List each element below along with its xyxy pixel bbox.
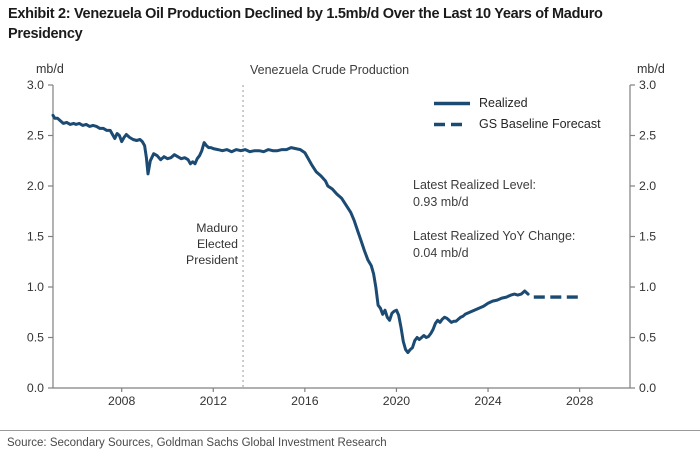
y-tick-label-left: 0.0 <box>27 381 44 395</box>
y-axis-unit-left: mb/d <box>36 62 64 76</box>
y-tick-label-right: 0.5 <box>639 331 656 345</box>
annotation-latest-level-label: Latest Realized Level: <box>413 178 536 192</box>
y-tick-label-right: 2.5 <box>639 129 656 143</box>
event-annotation-line1: Maduro <box>196 221 238 235</box>
footer-divider <box>0 430 700 431</box>
y-tick-label-left: 2.0 <box>27 179 44 193</box>
x-tick-label: 2020 <box>383 394 411 408</box>
legend-label-forecast: GS Baseline Forecast <box>479 117 601 131</box>
y-axis-unit-right: mb/d <box>637 62 665 76</box>
x-tick-label: 2024 <box>474 394 502 408</box>
exhibit-title: Exhibit 2: Venezuela Oil Production Decl… <box>8 5 692 44</box>
event-annotation-line3: President <box>186 252 238 267</box>
event-annotation-maduro: Maduro Elected President <box>148 221 238 268</box>
y-tick-label-left: 1.5 <box>27 230 44 244</box>
exhibit-title-line1: Exhibit 2: Venezuela Oil Production Decl… <box>8 6 603 22</box>
x-tick-label: 2016 <box>291 394 319 408</box>
annotation-latest-level: Latest Realized Level: 0.93 mb/d <box>413 177 536 211</box>
source-text: Source: Secondary Sources, Goldman Sachs… <box>7 437 387 449</box>
chart-title: Venezuela Crude Production <box>250 63 410 77</box>
event-annotation-line2: Elected <box>196 236 238 251</box>
annotation-latest-yoy-value: 0.04 mb/d <box>413 246 469 260</box>
y-tick-label-left: 1.0 <box>27 280 44 294</box>
y-tick-label-right: 1.5 <box>639 230 656 244</box>
y-tick-label-right: 0.0 <box>639 381 656 395</box>
annotation-latest-yoy: Latest Realized YoY Change: 0.04 mb/d <box>413 228 575 262</box>
x-tick-label: 2028 <box>566 394 594 408</box>
x-tick-label: 2012 <box>200 394 228 408</box>
x-tick-label: 2008 <box>108 394 136 408</box>
exhibit-title-line2: Presidency <box>8 25 83 42</box>
legend-label-realized: Realized <box>479 96 528 110</box>
y-tick-label-left: 0.5 <box>27 331 44 345</box>
annotation-latest-yoy-label: Latest Realized YoY Change: <box>413 229 576 243</box>
y-tick-label-left: 3.0 <box>27 78 44 92</box>
y-tick-label-right: 1.0 <box>639 280 656 294</box>
y-tick-label-right: 2.0 <box>639 179 656 193</box>
annotation-latest-level-value: 0.93 mb/d <box>413 195 469 209</box>
y-tick-label-right: 3.0 <box>639 78 656 92</box>
realized-line <box>51 113 530 355</box>
y-tick-label-left: 2.5 <box>27 129 44 143</box>
